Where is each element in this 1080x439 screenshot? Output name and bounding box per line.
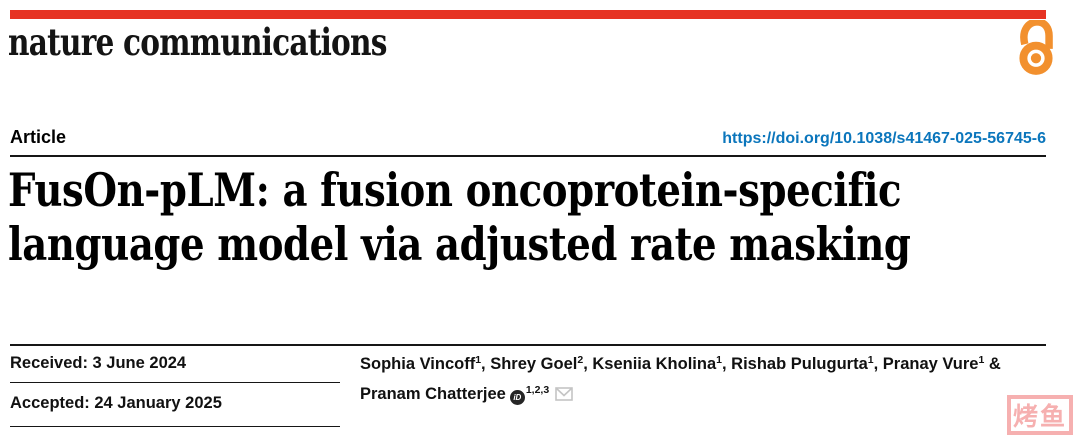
author-affiliation: 1 <box>867 354 874 366</box>
author: Sophia Vincoff1 <box>360 354 482 373</box>
author-affiliation: 1 <box>475 354 482 366</box>
journal-logo: nature communications <box>8 20 387 64</box>
author: Pranay Vure1 <box>882 354 985 373</box>
author-name: Sophia Vincoff <box>360 355 476 373</box>
author-affiliation: 1,2,3 <box>525 384 550 396</box>
author-name: Pranam Chatterjee <box>360 385 506 403</box>
author-separator: , <box>583 355 593 373</box>
article-rule <box>10 155 1046 157</box>
seal-stamp-text: 烤鱼 <box>1012 402 1067 431</box>
author-corresponding: Pranam Chatterjee iD1,2,3 <box>360 384 573 405</box>
author-name: Rishab Pulugurta <box>731 355 868 373</box>
dates-divider-2 <box>10 426 340 427</box>
author-name: Shrey Goel <box>490 355 578 373</box>
author-affiliation: 2 <box>577 354 584 366</box>
author-separator: , <box>873 355 883 373</box>
received-date: Received: 3 June 2024 <box>10 354 187 372</box>
author-affiliation: 1 <box>716 354 722 366</box>
article-type-label: Article <box>10 127 67 147</box>
author: Kseniia Kholina1 <box>592 354 722 373</box>
author-list: Sophia Vincoff1, Shrey Goel2, Kseniia Kh… <box>360 350 1050 410</box>
open-access-icon <box>1013 18 1059 81</box>
author-separator: , <box>721 355 732 373</box>
title-line-1: FusOn-pLM: a fusion oncoprotein-specific <box>8 163 902 217</box>
author: Shrey Goel2 <box>490 354 584 373</box>
author-separator: & <box>984 355 1001 373</box>
doi-link[interactable]: https://doi.org/10.1038/s41467-025-56745… <box>722 130 1046 147</box>
accepted-date: Accepted: 24 January 2025 <box>10 394 222 412</box>
title-line-2: language model via adjusted rate masking <box>8 217 911 271</box>
seal-stamp-watermark: 烤鱼 <box>1007 395 1073 435</box>
article-header-row: Article https://doi.org/10.1038/s41467-0… <box>10 127 1046 148</box>
email-envelope-icon <box>555 387 573 401</box>
masthead-red-bar <box>10 10 1046 19</box>
author-name: Pranay Vure <box>882 355 979 373</box>
orcid-icon: iD <box>509 390 525 405</box>
dates-divider-1 <box>10 382 340 383</box>
author-affiliation: 1 <box>978 354 985 366</box>
meta-top-rule <box>10 344 1046 346</box>
author-name: Kseniia Kholina <box>592 355 717 373</box>
article-title: FusOn-pLM: a fusion oncoprotein-specific… <box>8 163 911 271</box>
author-separator: , <box>481 355 491 373</box>
author: Rishab Pulugurta1 <box>731 354 874 373</box>
